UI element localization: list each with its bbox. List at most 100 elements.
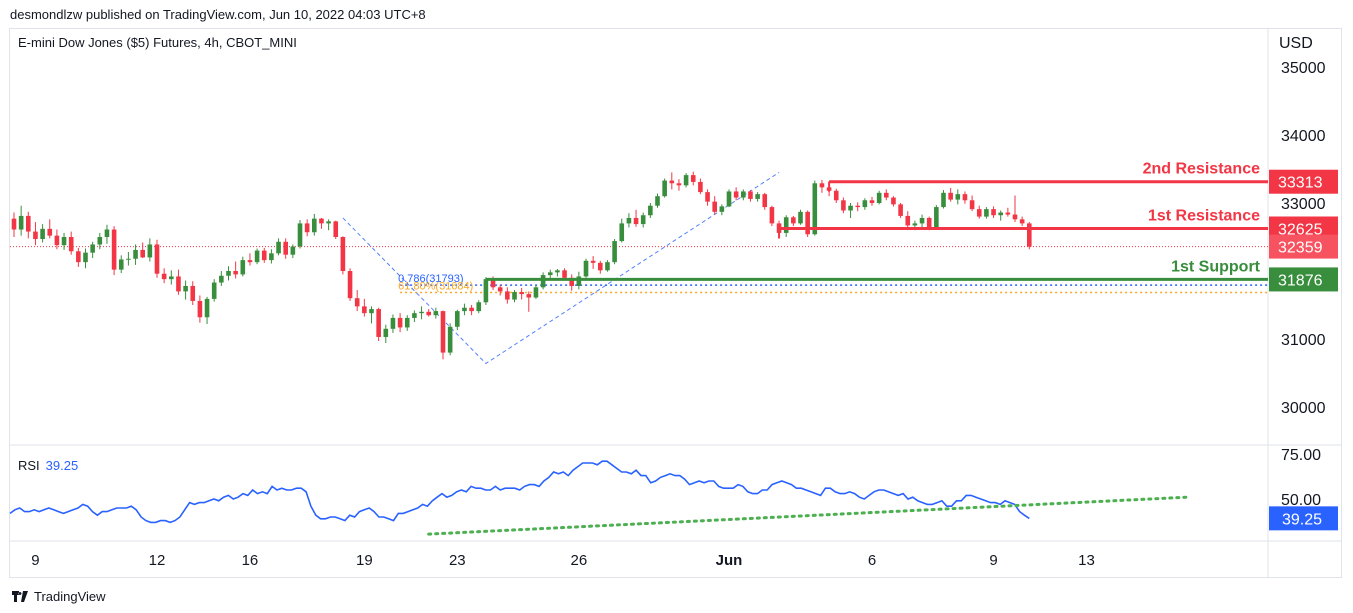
- candle: [447, 323, 453, 356]
- candle-body: [61, 237, 67, 246]
- candle: [326, 219, 331, 231]
- candle: [755, 192, 760, 202]
- candle-body: [891, 197, 896, 205]
- footer[interactable]: TradingView: [12, 589, 106, 604]
- candle-body: [698, 181, 703, 193]
- candle-body: [783, 217, 789, 233]
- candle: [97, 232, 103, 250]
- candle-body: [705, 192, 710, 202]
- candle-body: [733, 191, 739, 198]
- candle-body: [648, 205, 653, 216]
- candle-body: [447, 326, 453, 353]
- candle: [869, 196, 875, 206]
- candle-body: [769, 207, 775, 224]
- candle-body: [676, 183, 682, 186]
- rsi-badge: [1269, 506, 1338, 531]
- candle-body: [848, 205, 853, 211]
- candle: [362, 298, 367, 317]
- candle: [219, 271, 224, 286]
- candle-body: [512, 292, 517, 300]
- candle: [662, 178, 667, 198]
- symbol-title[interactable]: E-mini Dow Jones ($5) Futures, 4h, CBOT_…: [18, 35, 297, 50]
- rsi-trend-line: [427, 495, 1189, 536]
- candle: [1005, 207, 1011, 217]
- candle-body: [326, 221, 331, 224]
- candle: [805, 210, 810, 237]
- candle-body: [1027, 223, 1032, 247]
- candle: [312, 213, 317, 236]
- candle: [876, 190, 882, 205]
- candle: [1012, 195, 1018, 223]
- candle: [748, 190, 753, 202]
- candle-body: [76, 251, 81, 263]
- candle-body: [819, 183, 825, 188]
- candle: [161, 268, 167, 284]
- candle: [919, 214, 925, 228]
- rsi-legend[interactable]: RSI 39.25: [18, 458, 78, 473]
- candle: [562, 268, 567, 280]
- candle-body: [254, 250, 260, 263]
- candle: [304, 219, 310, 237]
- candle-body: [941, 192, 946, 208]
- candle: [683, 173, 689, 188]
- candle-body: [419, 311, 424, 314]
- candle: [404, 315, 410, 331]
- candle: [619, 218, 625, 243]
- candle-body: [347, 271, 353, 299]
- candle-body: [926, 217, 932, 228]
- time-tick-label: 6: [868, 552, 876, 569]
- level-label: 2nd Resistance: [1143, 161, 1260, 178]
- candle: [733, 187, 739, 201]
- candle: [154, 239, 160, 278]
- candle-body: [598, 262, 603, 271]
- candle: [118, 255, 124, 274]
- candle: [991, 206, 996, 218]
- candle-body: [483, 279, 489, 303]
- candle-body: [569, 277, 574, 286]
- candle: [526, 291, 532, 312]
- candle-body: [354, 298, 360, 307]
- candle: [133, 244, 138, 265]
- candle: [469, 305, 474, 316]
- candle: [254, 248, 260, 265]
- candle-body: [555, 270, 560, 273]
- candle: [18, 205, 24, 236]
- candle: [569, 274, 574, 291]
- price-tick-label: 35000: [1281, 60, 1326, 77]
- candle: [984, 207, 989, 219]
- candle: [40, 224, 45, 243]
- candle-body: [397, 317, 403, 328]
- candle-body: [269, 253, 274, 261]
- candle-body: [319, 218, 324, 224]
- candle: [640, 212, 646, 228]
- candle: [276, 238, 281, 256]
- candle-body: [962, 194, 968, 201]
- candle-body: [219, 275, 224, 283]
- rsi-pane: 39.25: [9, 460, 1338, 536]
- candle-body: [976, 209, 982, 217]
- tradingview-logo-icon: [12, 591, 28, 602]
- candle-body: [869, 200, 875, 203]
- time-tick-label: 19: [356, 552, 373, 569]
- candle: [426, 309, 431, 317]
- candle: [769, 205, 775, 227]
- candle-body: [690, 175, 696, 182]
- candle: [962, 191, 968, 204]
- candle: [440, 310, 446, 360]
- candle: [762, 192, 768, 210]
- candle: [791, 215, 796, 227]
- candle-body: [226, 271, 231, 276]
- last-price-badge: [1269, 234, 1338, 259]
- candle: [176, 269, 181, 295]
- price-axis: 35000 34000 33000 31000 30000 75.00 50.00: [1281, 60, 1326, 509]
- candle: [512, 290, 517, 303]
- footer-brand: TradingView: [34, 589, 106, 604]
- candle-body: [312, 218, 317, 233]
- candle-body: [998, 212, 1003, 216]
- candle: [390, 314, 396, 333]
- candle: [240, 256, 246, 277]
- candle: [655, 193, 660, 208]
- time-tick-label: 12: [149, 552, 166, 569]
- candle: [969, 195, 975, 212]
